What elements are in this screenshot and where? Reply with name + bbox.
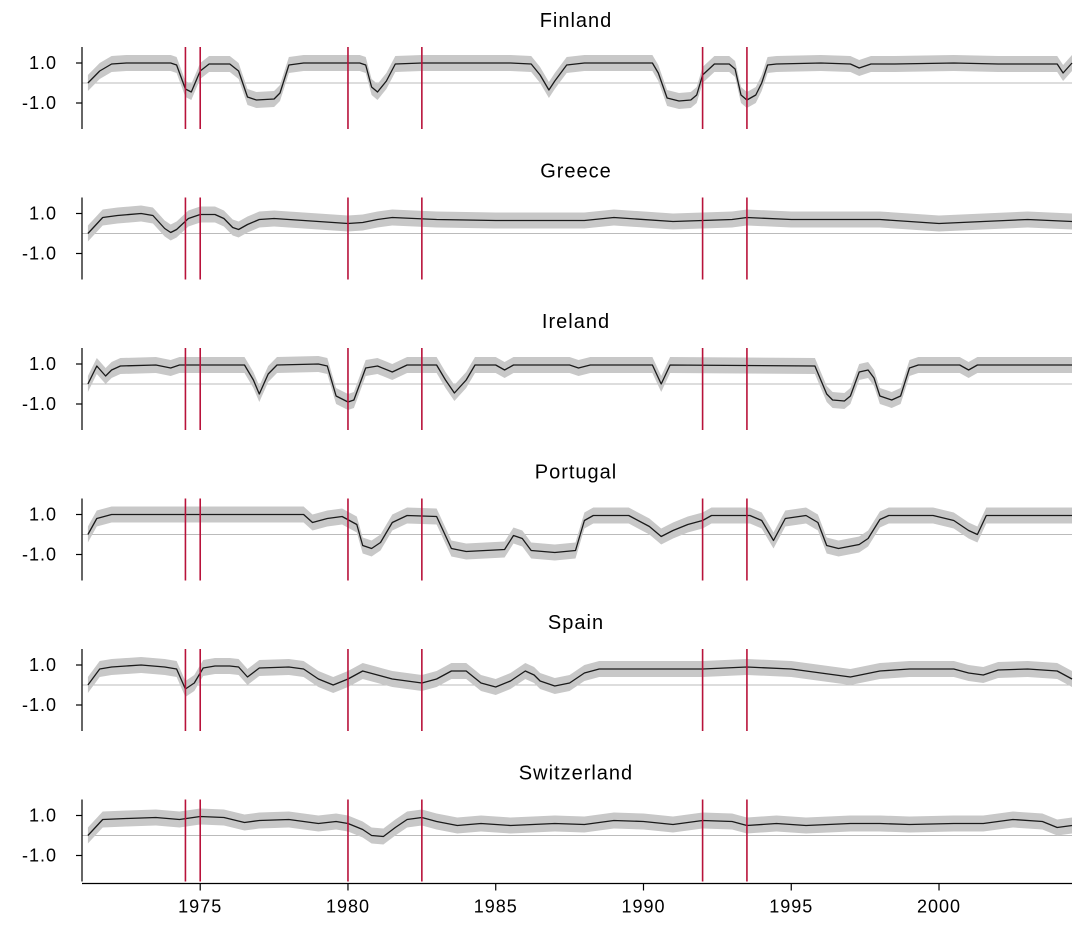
- panel-title: Greece: [540, 161, 612, 183]
- confidence-band: [87, 657, 1072, 697]
- panel-title: Switzerland: [519, 763, 633, 785]
- panel-title: Spain: [548, 612, 604, 634]
- panel-greece: Greece 1.0 -1.0: [22, 161, 1073, 280]
- x-axis: 1975 1980 1985 1990 1995 2000: [82, 882, 1072, 917]
- panel-portugal: Portugal 1.0 -1.0: [22, 462, 1072, 581]
- chart-panels: Finland 1.0 -1.0 Greece 1.0 -1.0 Ireland 1.0 -1.…: [22, 10, 1073, 882]
- y-tick-label: 1.0: [29, 806, 57, 826]
- confidence-band: [87, 356, 1072, 410]
- y-tick-label: -1.0: [22, 93, 57, 113]
- y-tick-label: 1.0: [29, 505, 57, 525]
- confidence-band: [87, 205, 1072, 242]
- y-tick-label: -1.0: [22, 545, 57, 565]
- confidence-band: [87, 55, 1072, 109]
- series-line: [87, 513, 1072, 554]
- y-tick-label: -1.0: [22, 695, 57, 715]
- confidence-band: [87, 808, 1072, 845]
- x-tick-label: 1975: [178, 897, 222, 917]
- y-tick-label: 1.0: [29, 204, 57, 224]
- panel-switzerland: Switzerland 1.0 -1.0: [22, 763, 1073, 882]
- series-line: [87, 62, 1073, 102]
- y-tick-label: -1.0: [22, 846, 57, 866]
- y-tick-label: 1.0: [29, 354, 57, 374]
- panel-title: Finland: [540, 10, 613, 32]
- series-line: [87, 815, 1073, 838]
- panel-finland: Finland 1.0 -1.0: [22, 10, 1073, 129]
- x-tick-label: 2000: [917, 897, 961, 917]
- x-tick-label: 1995: [769, 897, 813, 917]
- series-line: [87, 363, 1072, 403]
- y-tick-label: -1.0: [22, 394, 57, 414]
- panel-title: Ireland: [542, 311, 610, 333]
- y-tick-label: 1.0: [29, 53, 57, 73]
- panel-ireland: Ireland 1.0 -1.0: [22, 311, 1072, 430]
- x-tick-label: 1980: [326, 897, 370, 917]
- y-tick-label: 1.0: [29, 655, 57, 675]
- x-tick-label: 1985: [474, 897, 518, 917]
- series-line: [87, 664, 1073, 690]
- panel-spain: Spain 1.0 -1.0: [22, 612, 1073, 731]
- x-tick-label: 1990: [621, 897, 665, 917]
- y-tick-label: -1.0: [22, 244, 57, 264]
- panel-title: Portugal: [535, 462, 618, 484]
